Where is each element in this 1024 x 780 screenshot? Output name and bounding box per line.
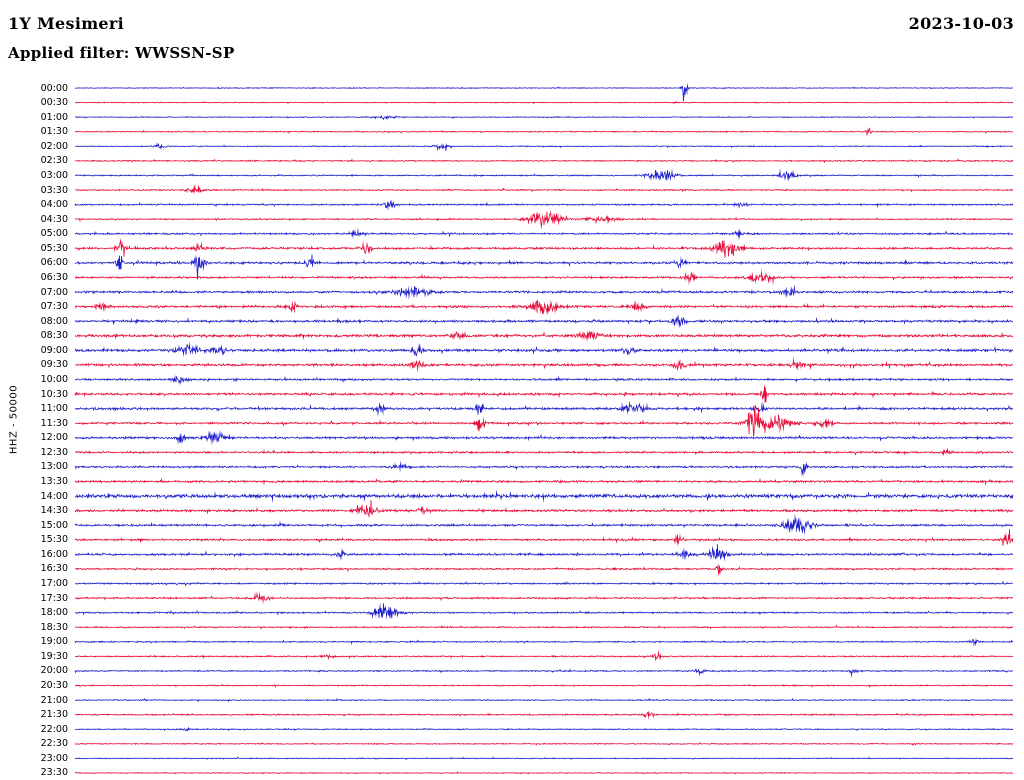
time-label: 11:30 (40, 417, 68, 429)
time-label: 13:30 (40, 475, 68, 487)
time-label: 22:30 (40, 738, 68, 750)
time-label: 21:00 (40, 694, 68, 706)
time-label: 15:30 (40, 534, 68, 546)
time-label: 05:00 (40, 228, 68, 240)
station-title: 1Y Mesimeri (8, 14, 125, 33)
time-label: 14:30 (40, 505, 68, 517)
filter-label: Applied filter: WWSSN-SP (8, 44, 235, 62)
time-label: 15:00 (40, 519, 68, 531)
time-label: 17:00 (40, 578, 68, 590)
time-label: 09:00 (40, 344, 68, 356)
time-labels: 00:00 00:30 01:00 01:30 02:00 02:30 03:00 03:30… (0, 0, 70, 780)
time-label: 22:00 (40, 723, 68, 735)
time-label: 19:00 (40, 636, 68, 648)
time-label: 18:30 (40, 621, 68, 633)
time-label: 03:00 (40, 169, 68, 181)
time-label: 11:00 (40, 403, 68, 415)
time-label: 04:00 (40, 199, 68, 211)
time-label: 07:00 (40, 286, 68, 298)
time-label: 20:30 (40, 680, 68, 692)
time-label: 20:00 (40, 665, 68, 677)
time-label: 08:00 (40, 315, 68, 327)
time-label: 00:30 (40, 97, 68, 109)
time-label: 03:30 (40, 184, 68, 196)
time-label: 04:30 (40, 213, 68, 225)
time-label: 13:00 (40, 461, 68, 473)
time-label: 16:30 (40, 563, 68, 575)
time-label: 01:30 (40, 126, 68, 138)
time-label: 17:30 (40, 592, 68, 604)
time-label: 09:30 (40, 359, 68, 371)
time-label: 18:00 (40, 607, 68, 619)
time-label: 00:00 (40, 82, 68, 94)
time-label: 23:30 (40, 767, 68, 779)
time-label: 01:00 (40, 111, 68, 123)
time-label: 12:30 (40, 446, 68, 458)
time-label: 05:30 (40, 242, 68, 254)
time-label: 06:00 (40, 257, 68, 269)
time-label: 16:00 (40, 548, 68, 560)
time-label: 07:30 (40, 301, 68, 313)
time-label: 10:30 (40, 388, 68, 400)
time-label: 12:00 (40, 432, 68, 444)
time-label: 08:30 (40, 330, 68, 342)
time-label: 23:00 (40, 752, 68, 764)
time-label: 14:00 (40, 490, 68, 502)
time-label: 10:00 (40, 373, 68, 385)
time-label: 06:30 (40, 271, 68, 283)
time-label: 21:30 (40, 709, 68, 721)
time-label: 02:30 (40, 155, 68, 167)
time-label: 19:30 (40, 650, 68, 662)
date-label: 2023-10-03 (908, 14, 1014, 33)
time-label: 02:00 (40, 140, 68, 152)
